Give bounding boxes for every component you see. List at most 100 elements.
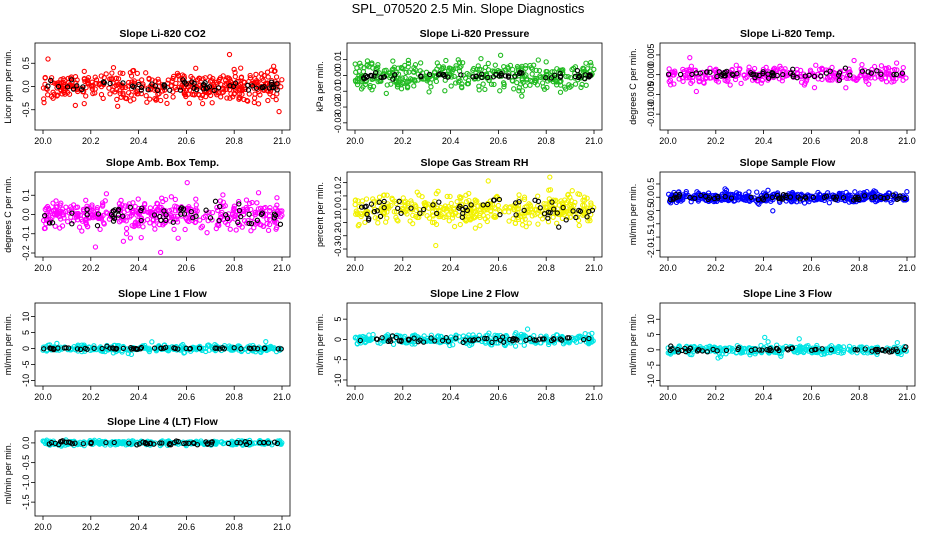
x-tick-label: 21.0 [273,522,291,532]
data-point [485,214,491,220]
data-point [493,71,499,78]
data-point [215,90,222,96]
y-tick-label: -5 [333,356,343,364]
data-point [783,194,789,201]
x-tick-label: 20.2 [82,136,100,146]
data-point [372,215,378,221]
data-point [869,195,875,201]
data-point [426,205,432,211]
data-point [369,60,375,66]
data-point [697,70,703,76]
data-point [714,73,720,80]
data-point [526,201,532,207]
data-point [468,215,475,221]
data-point [512,220,519,227]
data-point [810,194,817,201]
data-point [903,344,909,350]
data-point [484,335,490,342]
data-point [228,442,234,448]
data-point [57,202,63,208]
data-point [443,335,449,341]
data-point [780,191,787,198]
x-tick-label: 20.8 [225,392,243,402]
data-point [671,69,677,76]
data-point [683,348,689,355]
data-point [63,204,69,210]
chart-panel: Slope Li-820 Temp. 20.0 20.2 20.4 20.6 20.8 21… [628,28,916,146]
data-point [452,80,459,86]
data-point [480,202,486,208]
data-point [172,84,178,91]
data-point [202,213,208,219]
data-point [823,70,830,76]
data-point [127,235,134,241]
data-point [163,217,169,224]
data-point [556,224,562,230]
chart-panel: Slope Line 4 (LT) Flow 20.0 20.2 20.4 20.6 20… [3,416,291,532]
data-point [147,220,153,226]
chart-panel: Slope Line 2 Flow 20.0 20.2 20.4 20.6 20.8 21.… [315,288,603,402]
point-layer [40,51,285,115]
data-point [152,78,159,84]
data-point [90,90,96,97]
data-point [798,79,805,85]
data-point [762,334,768,341]
x-tick-label: 20.6 [490,263,508,273]
data-point [529,213,535,219]
x-tick-label: 20.8 [537,263,555,273]
data-point [42,206,48,213]
data-point [278,214,284,220]
data-point [354,81,361,88]
x-tick-label: 20.0 [346,392,364,402]
data-point [158,217,164,223]
data-point [505,64,511,70]
data-point [549,69,555,75]
data-point [74,88,81,95]
data-point [554,332,561,338]
data-point [69,441,76,447]
data-point [511,86,517,92]
data-point [68,77,75,83]
data-point [436,71,443,77]
data-point [883,65,890,72]
data-point [487,335,493,341]
data-point [445,203,452,210]
data-point [45,56,51,62]
x-tick-label: 20.4 [442,392,460,402]
data-point [475,203,481,209]
data-point [180,77,186,83]
data-point [398,337,404,344]
data-point [213,79,220,85]
data-point [497,52,504,58]
data-point [485,60,491,67]
data-point [557,89,564,95]
data-point [151,441,157,447]
data-point [161,345,167,351]
data-point [224,95,230,101]
data-point [589,207,596,213]
data-point [458,72,464,78]
data-point [115,81,122,88]
data-point [549,199,555,205]
data-point [722,186,728,192]
data-point [217,198,224,204]
x-tick-label: 20.6 [178,136,196,146]
data-point [384,215,390,221]
data-point [702,193,709,199]
data-point [238,213,244,220]
x-tick-label: 20.6 [178,522,196,532]
data-point [95,211,102,217]
data-point [183,440,189,446]
data-point [748,194,754,200]
data-point [271,439,278,445]
data-point [170,73,177,80]
data-point [588,200,594,206]
data-point [797,348,804,354]
data-point [687,55,693,61]
data-point [123,225,130,232]
data-point [204,230,210,236]
chart-title: Slope Line 1 Flow [118,288,208,300]
data-point [584,214,590,220]
data-point [83,93,89,99]
data-point [770,192,776,198]
